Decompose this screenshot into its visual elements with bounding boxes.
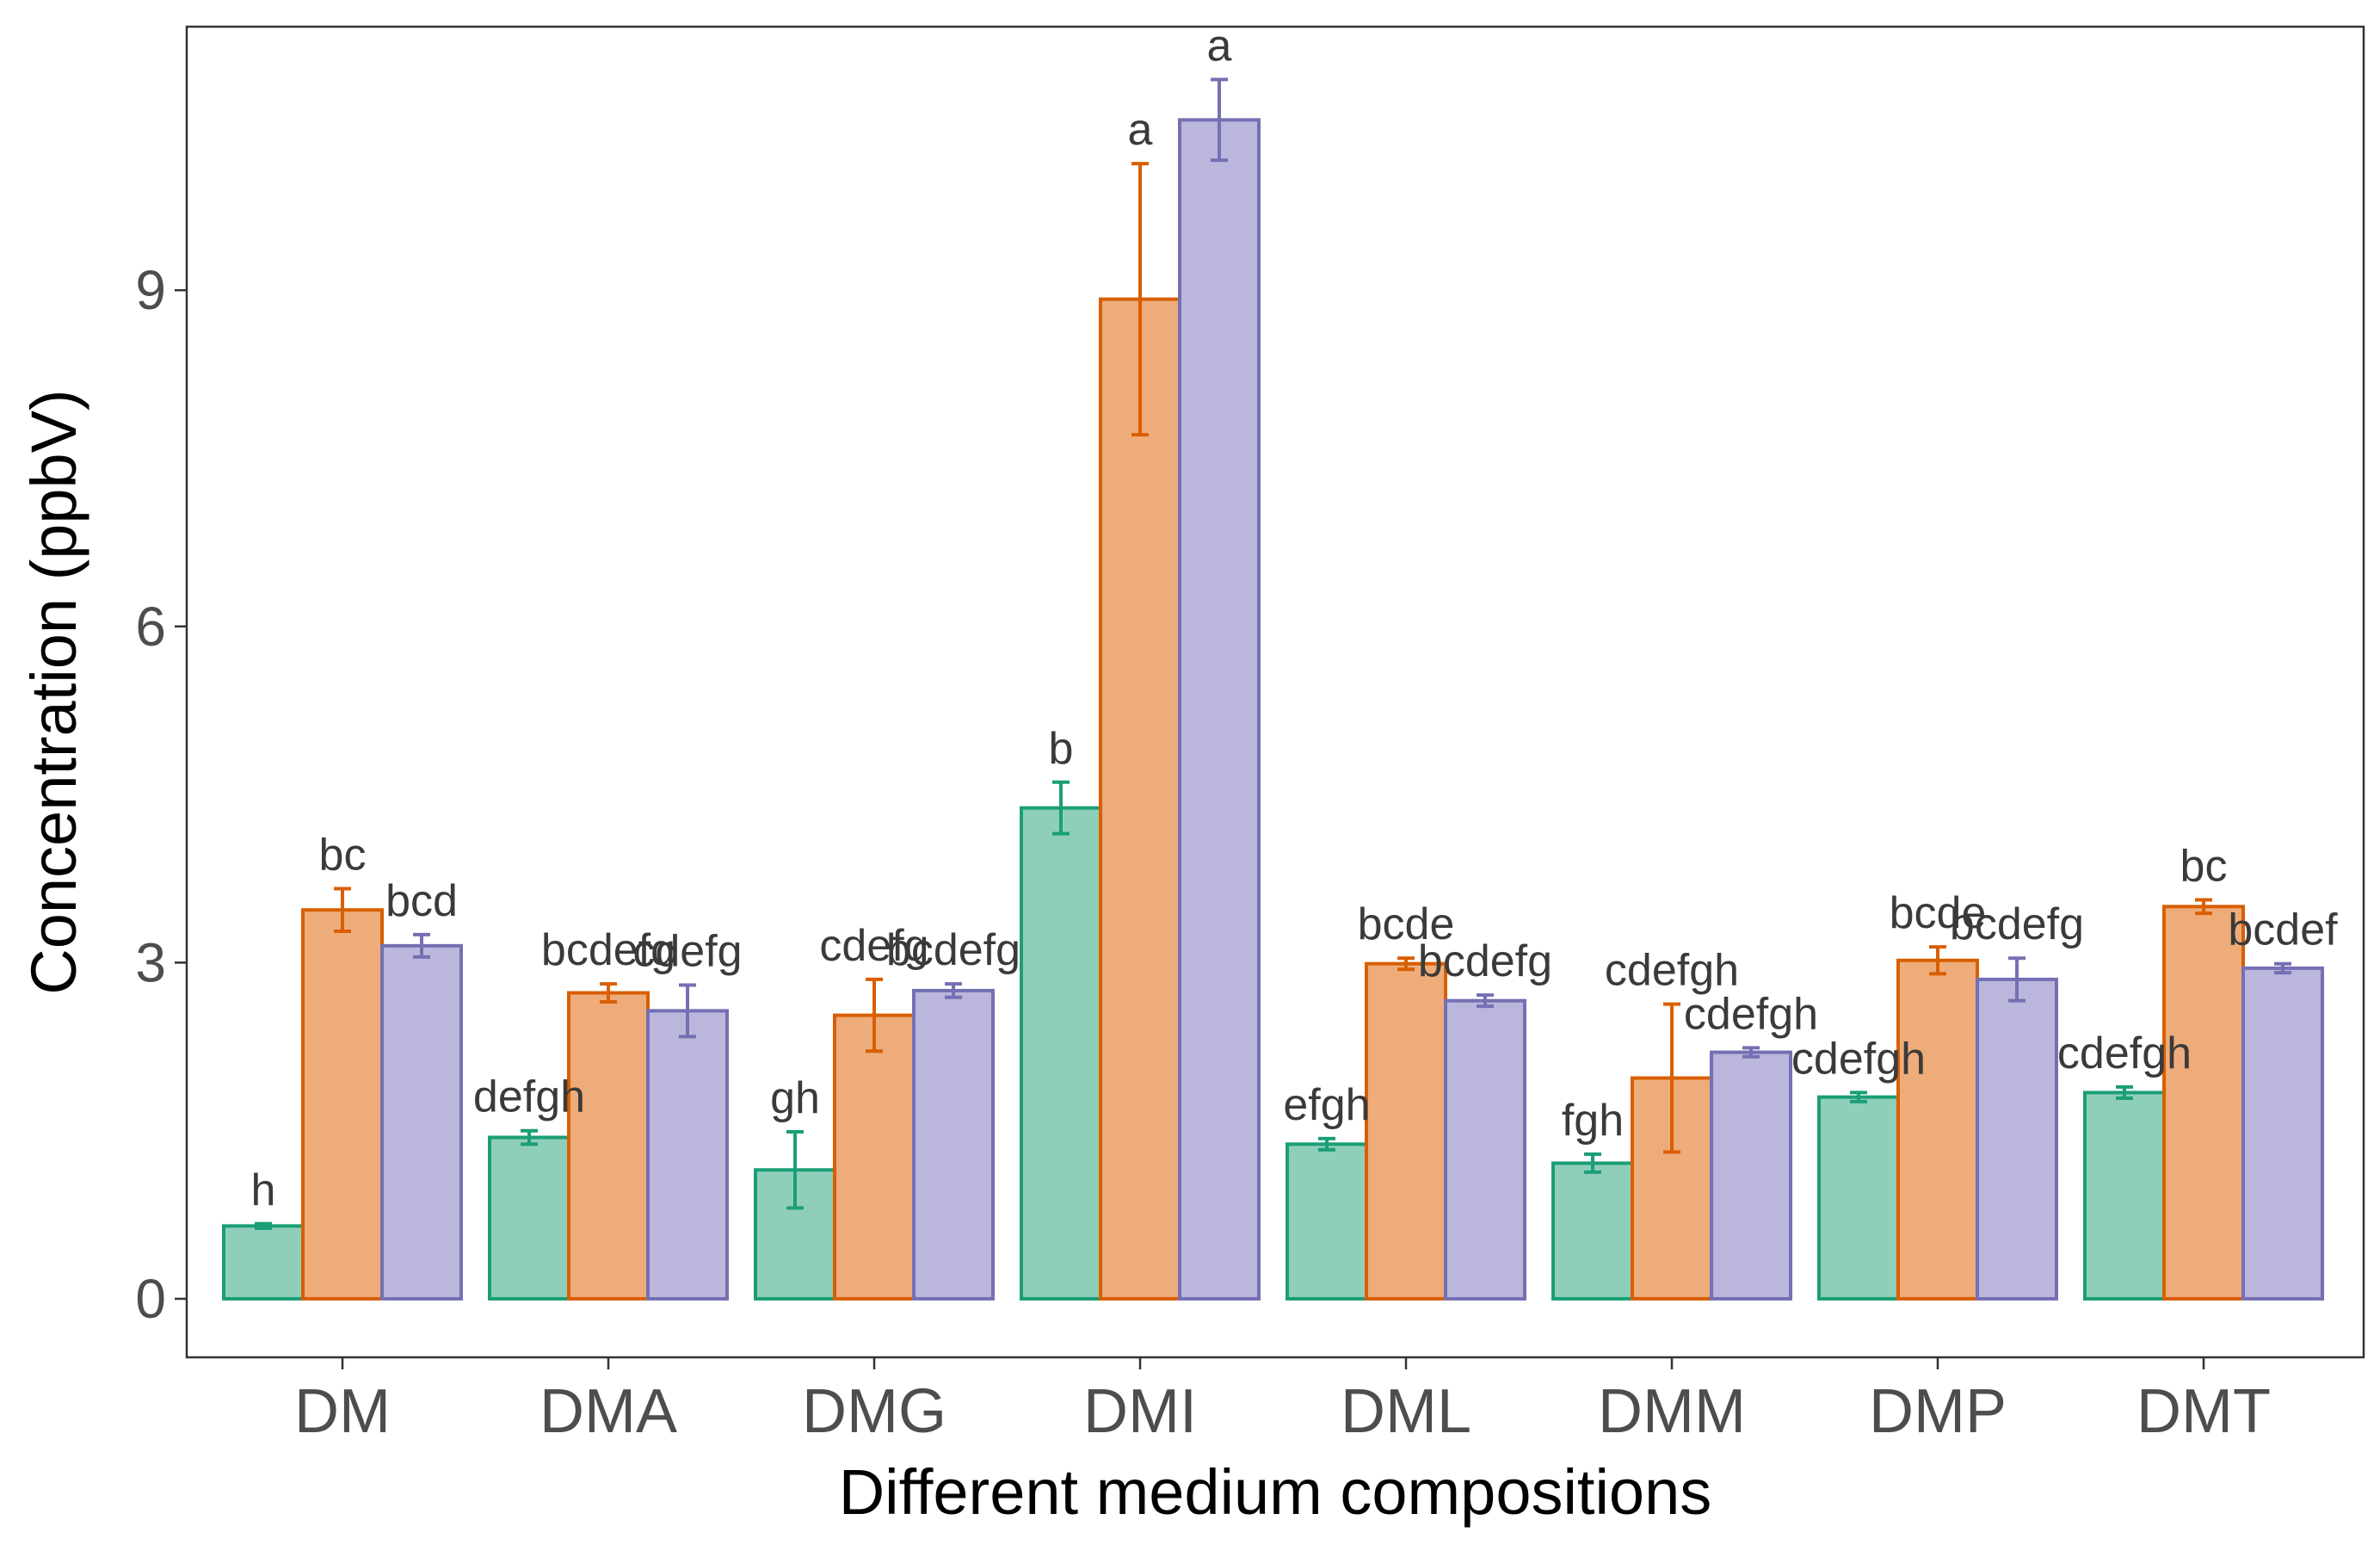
bar-dmm-series-1 [1551,1161,1634,1301]
error-bar-dm-series-2 [334,887,351,933]
bar-dmm-series-3 [1710,1050,1792,1301]
sig-label-dmp-series-1: cdefgh [1791,1034,1926,1084]
x-tick-label: DMP [1869,1377,2007,1446]
sig-label-dmm-series-2: cdefgh [1605,946,1739,996]
y-tick-label: 9 [135,259,166,321]
y-tick-label: 0 [135,1268,166,1330]
x-tick-label: DMG [802,1377,946,1446]
sig-label-dml-series-1: efgh [1283,1080,1370,1130]
bar-dmg-series-2 [833,1013,916,1301]
x-axis-title: Different medium compositions [839,1456,1712,1528]
error-bar-dml-series-2 [1397,956,1415,972]
error-bar-dmt-series-2 [2195,898,2212,916]
sig-label-dmp-series-3: bcdefg [1950,899,2084,949]
sig-label-dml-series-2: bcde [1358,899,1455,949]
error-bar-dma-series-2 [600,982,617,1004]
error-bar-dmi-series-2 [1131,162,1149,437]
x-tick-label: DMM [1598,1377,1746,1446]
error-bar-dmg-series-1 [786,1130,804,1210]
error-bar-dmp-series-2 [1929,945,1946,976]
error-bar-dm-series-1 [255,1221,272,1230]
error-bar-dmi-series-3 [1211,77,1228,163]
errorbars-layer [255,77,2291,1230]
error-bar-dmp-series-1 [1850,1091,1867,1103]
y-axis-title: Concentration (ppbV) [18,389,89,994]
sig-label-dmg-series-2: cdefg [819,921,928,971]
sig-label-dmi-series-3: a [1207,21,1232,71]
error-bar-dml-series-1 [1318,1136,1335,1152]
sig-label-dmi-series-2: a [1128,105,1153,155]
x-tick-label: DML [1341,1377,1471,1446]
error-bar-dml-series-3 [1477,993,1494,1009]
error-bar-dmp-series-3 [2008,956,2025,1003]
sig-label-dmm-series-1: fgh [1562,1096,1624,1146]
sig-label-dmi-series-1: b [1049,724,1074,774]
significance-labels-layer: hbcbcddefghbcdefgcdefgghcdefgbcdefgbaaef… [251,21,2339,1214]
bar-dma-series-3 [646,1009,729,1301]
error-bar-dmm-series-1 [1584,1152,1601,1174]
bar-dm-series-1 [222,1224,305,1301]
error-bar-dmt-series-1 [2116,1084,2133,1100]
bar-dmi-series-3 [1178,118,1261,1301]
error-bar-dmg-series-2 [866,977,883,1053]
sig-label-dm-series-2: bc [319,830,367,880]
error-bar-dmm-series-3 [1742,1046,1760,1059]
bar-dma-series-1 [488,1135,570,1301]
sig-label-dmg-series-3: bcdefg [886,925,1020,975]
bar-dm-series-3 [380,943,463,1301]
sig-label-dmg-series-1: gh [770,1073,820,1123]
sig-label-dma-series-1: defgh [473,1072,585,1122]
error-bar-dmt-series-3 [2274,961,2291,975]
sig-label-dma-series-2: bcdefg [541,925,675,975]
bar-dmt-series-1 [2083,1091,2166,1301]
error-bar-dmi-series-1 [1052,780,1070,836]
sig-label-dmp-series-2: bcde [1890,888,1987,938]
y-axis: 0 3 6 9 [135,259,187,1330]
bar-dmp-series-3 [1976,977,2058,1301]
bar-dml-series-1 [1286,1142,1368,1301]
sig-label-dmm-series-3: cdefgh [1684,989,1818,1039]
error-bar-dmm-series-2 [1663,1002,1680,1154]
sig-label-dm-series-1: h [251,1165,276,1215]
sig-label-dmt-series-3: bcdef [2228,905,2338,955]
error-bar-dmg-series-3 [945,982,962,999]
x-tick-label: DM [294,1377,391,1446]
x-axis: DM DMA DMG DMI DML DMM DMP DMT [294,1357,2271,1446]
bar-dml-series-2 [1365,961,1447,1301]
y-tick-label: 3 [135,931,166,993]
y-tick-label: 6 [135,596,166,658]
bar-dmg-series-3 [912,988,995,1301]
bar-dma-series-2 [567,991,650,1301]
x-tick-label: DMA [540,1377,677,1446]
error-bar-dma-series-3 [679,983,696,1039]
bar-dml-series-3 [1444,998,1526,1301]
sig-label-dm-series-3: bcd [385,876,458,926]
error-bar-dma-series-1 [521,1128,538,1146]
bar-dmt-series-2 [2162,905,2245,1301]
sig-label-dma-series-3: cdefg [632,926,742,976]
bar-dmt-series-3 [2241,966,2324,1301]
sig-label-dmt-series-2: bc [2180,841,2228,891]
sig-label-dmt-series-1: cdefgh [2057,1029,2192,1078]
x-tick-label: DMT [2136,1377,2271,1446]
bar-dmi-series-2 [1099,297,1181,1301]
bar-dm-series-2 [301,908,384,1301]
sig-label-dml-series-3: bcdefg [1418,936,1552,986]
error-bar-dm-series-3 [413,932,430,959]
x-tick-label: DMI [1083,1377,1197,1446]
bar-dmp-series-2 [1896,958,1979,1301]
bar-dmi-series-1 [1020,806,1102,1301]
bar-dmp-series-1 [1817,1095,1900,1301]
